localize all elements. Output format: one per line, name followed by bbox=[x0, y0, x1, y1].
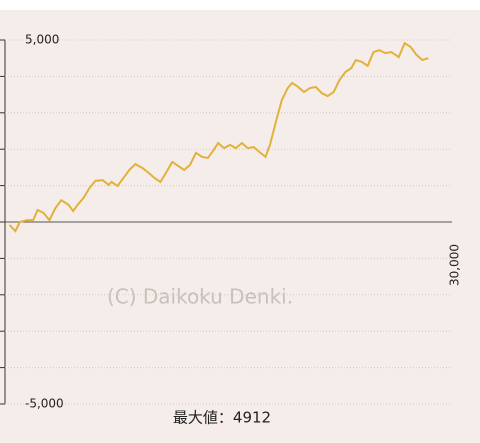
max-value-label: 最大値：4912 bbox=[173, 409, 271, 427]
data-line bbox=[8, 41, 429, 233]
x-tick-label: 30,000 bbox=[448, 244, 462, 286]
plot-background bbox=[0, 10, 480, 443]
watermark: (C) Daikoku Denki. bbox=[107, 285, 293, 309]
y-tick-label: 5,000 bbox=[25, 33, 59, 47]
y-tick-label: -5,000 bbox=[25, 397, 64, 411]
